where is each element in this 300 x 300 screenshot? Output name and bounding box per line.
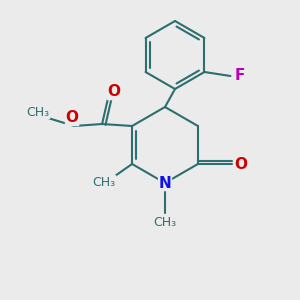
Text: F: F (234, 68, 244, 83)
Text: CH₃: CH₃ (26, 106, 50, 118)
Text: O: O (66, 110, 79, 125)
Text: O: O (108, 85, 121, 100)
Text: N: N (159, 176, 171, 190)
Text: CH₃: CH₃ (153, 215, 177, 229)
Text: O: O (234, 157, 248, 172)
Text: CH₃: CH₃ (92, 176, 116, 188)
